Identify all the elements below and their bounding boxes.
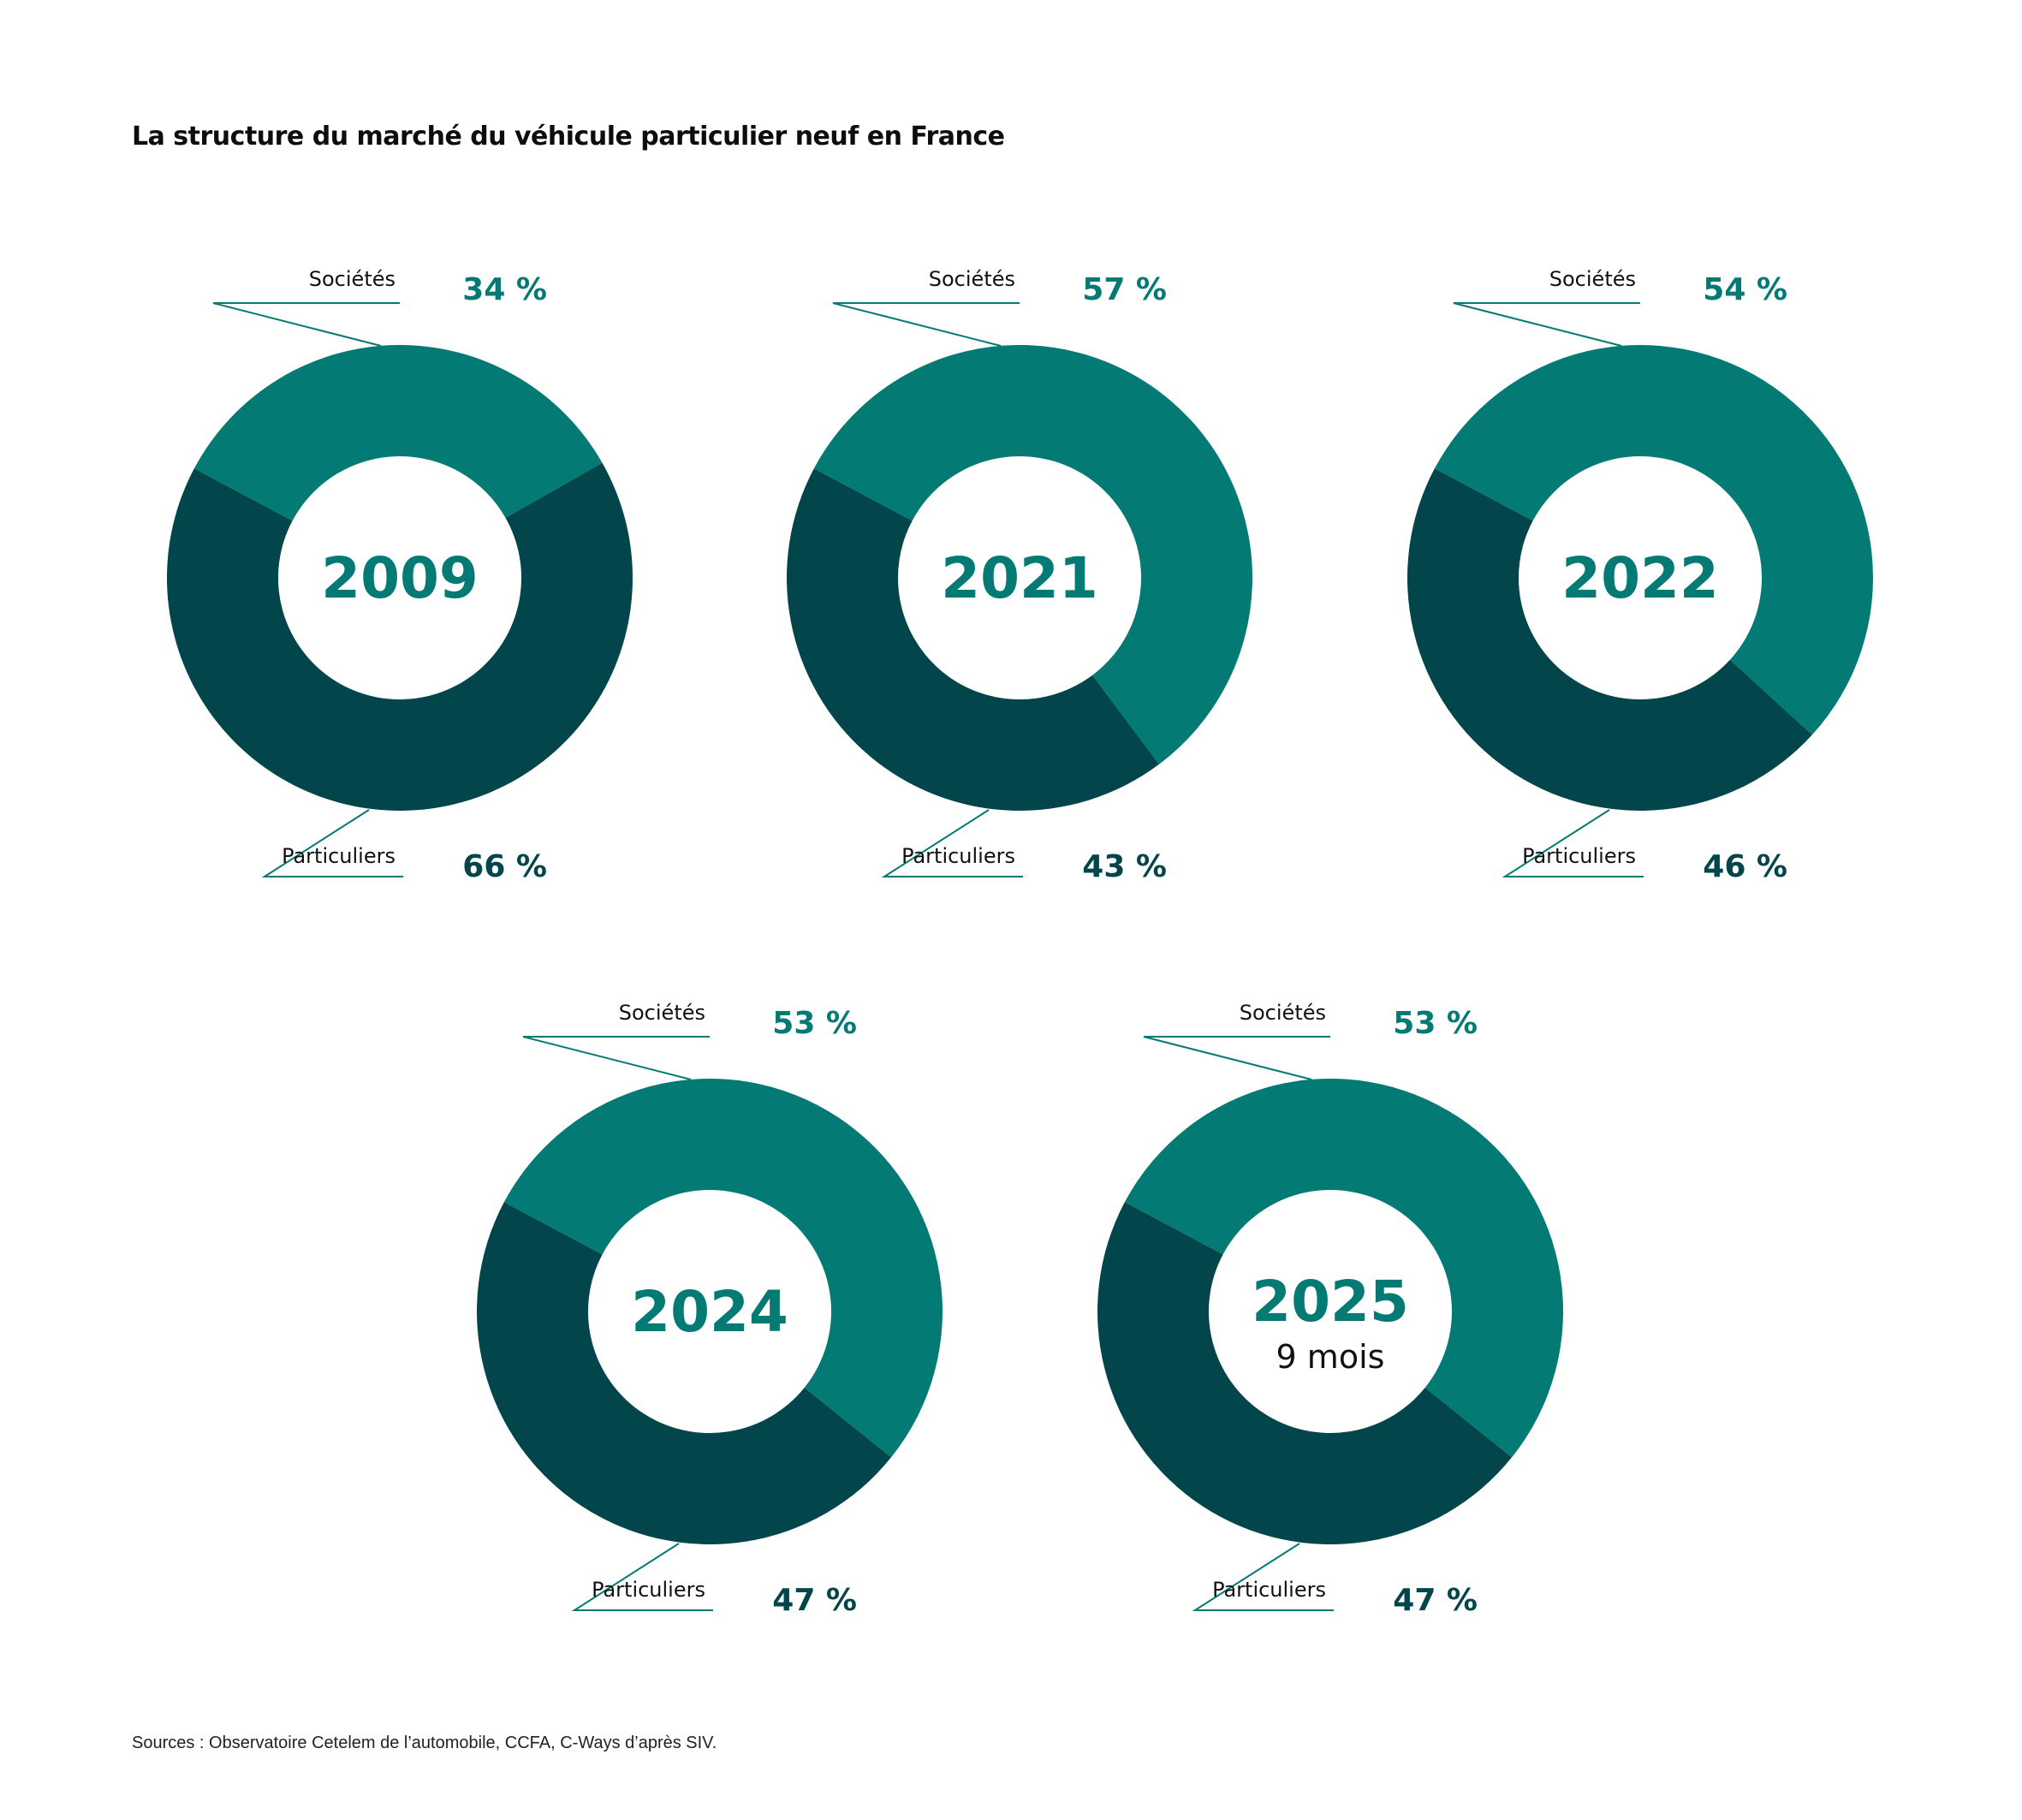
donut-2009: Sociétés 34 % Particuliers 66 % 2009 bbox=[166, 267, 633, 884]
donut-2022: Sociétés 54 % Particuliers 46 % 2022 bbox=[1406, 267, 1873, 884]
value-particuliers: 43 % bbox=[1082, 849, 1167, 884]
slice-societes bbox=[193, 344, 603, 521]
center-year: 2025 bbox=[1252, 1269, 1409, 1335]
value-societes: 57 % bbox=[1082, 272, 1167, 307]
chart-title: La structure du marché du véhicule parti… bbox=[132, 122, 1005, 152]
value-particuliers: 66 % bbox=[462, 849, 547, 884]
leader-particuliers bbox=[571, 1543, 713, 1611]
slice-societes bbox=[813, 345, 1252, 764]
slice-particuliers bbox=[1097, 1202, 1512, 1544]
center-year: 2021 bbox=[941, 545, 1098, 611]
leader-societes bbox=[1143, 1036, 1330, 1080]
label-societes: Sociétés bbox=[929, 267, 1015, 291]
center-subtitle: 9 mois bbox=[1276, 1338, 1385, 1376]
center-year: 2009 bbox=[321, 545, 479, 611]
center-year: 2024 bbox=[631, 1279, 788, 1345]
leader-particuliers bbox=[1192, 1543, 1334, 1611]
leader-societes bbox=[522, 1036, 710, 1080]
slice-particuliers bbox=[476, 1202, 891, 1545]
donut-2024: Sociétés 53 % Particuliers 47 % 2024 bbox=[476, 1001, 943, 1618]
value-particuliers: 46 % bbox=[1703, 849, 1787, 884]
value-particuliers: 47 % bbox=[1393, 1583, 1478, 1618]
donut-2021: Sociétés 57 % Particuliers 43 % 2021 bbox=[786, 267, 1252, 884]
label-societes: Sociétés bbox=[309, 267, 395, 291]
value-particuliers: 47 % bbox=[772, 1583, 857, 1618]
label-particuliers: Particuliers bbox=[1522, 844, 1636, 868]
label-particuliers: Particuliers bbox=[1212, 1578, 1326, 1602]
label-particuliers: Particuliers bbox=[901, 844, 1015, 868]
value-societes: 34 % bbox=[462, 272, 547, 307]
leader-particuliers bbox=[261, 809, 403, 877]
slice-particuliers bbox=[786, 468, 1159, 812]
slice-particuliers bbox=[1406, 468, 1812, 812]
value-societes: 54 % bbox=[1703, 272, 1787, 307]
slice-societes bbox=[1124, 1078, 1564, 1458]
slice-particuliers bbox=[166, 462, 633, 811]
label-societes: Sociétés bbox=[1240, 1001, 1326, 1025]
leader-particuliers bbox=[881, 809, 1023, 877]
value-societes: 53 % bbox=[1393, 1006, 1478, 1041]
chart-source: Sources : Observatoire Cetelem de l’auto… bbox=[132, 1734, 717, 1752]
slice-societes bbox=[1434, 345, 1873, 735]
value-societes: 53 % bbox=[772, 1006, 857, 1041]
label-particuliers: Particuliers bbox=[592, 1578, 705, 1602]
leader-societes bbox=[832, 302, 1020, 347]
label-particuliers: Particuliers bbox=[282, 844, 395, 868]
center-year: 2022 bbox=[1561, 545, 1719, 611]
slice-societes bbox=[503, 1079, 943, 1458]
leader-societes bbox=[212, 302, 400, 347]
leader-particuliers bbox=[1502, 809, 1644, 877]
label-societes: Sociétés bbox=[619, 1001, 705, 1025]
label-societes: Sociétés bbox=[1549, 267, 1636, 291]
leader-societes bbox=[1453, 302, 1640, 347]
